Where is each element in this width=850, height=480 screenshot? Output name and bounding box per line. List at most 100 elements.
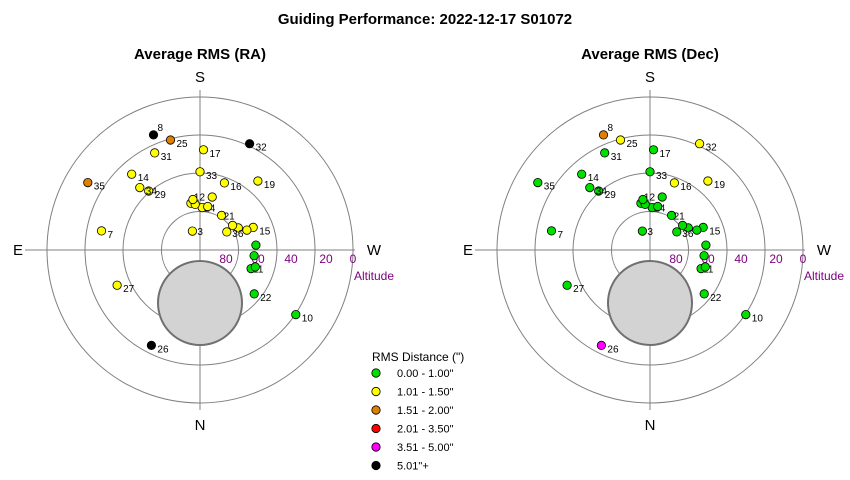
point-label: 19 [264,180,276,191]
data-point [672,227,682,237]
direction-label-e: E [463,242,473,259]
point-label: 3 [197,227,203,238]
point-label: 15 [709,226,721,237]
point-label: 7 [108,230,114,241]
legend: RMS Distance (") 0.00 - 1.00" 1.01 - 1.50… [371,350,464,473]
data-point [677,220,688,230]
data-point [198,145,209,155]
polar-plot-ra: Average RMS (RA) SNE W80 60 40 20 0Altitude37… [13,46,394,434]
data-point [741,309,751,320]
point-label: 35 [94,182,106,193]
data-point [222,227,232,237]
direction-label-s: S [645,69,655,86]
point-label: 36 [232,229,244,240]
point-label: 22 [710,293,722,304]
data-point [217,210,227,220]
point-label: 32 [256,143,268,154]
point-label: 14 [138,173,150,184]
altitude-tick-label: 80 [219,252,233,266]
legend-item-label: 5.01"+ [397,461,429,473]
data-point [165,135,176,145]
data-point [251,240,261,250]
point-label: 12 [644,192,656,203]
point-label: 14 [588,173,600,184]
obstruction-disk [607,260,693,346]
data-point [669,178,680,188]
direction-label-w: W [367,242,382,259]
point-label: 8 [608,123,614,134]
data-point [703,176,713,186]
legend-item-label: 3.51 - 5.00" [397,442,454,454]
data-point [653,201,663,212]
data-point [600,148,610,158]
direction-label-n: N [645,417,656,434]
data-point [127,169,137,179]
data-point [195,167,205,177]
point-label: 25 [177,139,189,150]
data-point [615,135,626,145]
altitude-tick-label: 40 [734,252,748,266]
main-title: Guiding Performance: 2022-12-17 S01072 [278,11,572,28]
point-label: 10 [302,314,314,325]
legend-item-label: 0.00 - 1.00" [397,368,454,380]
data-point [188,194,198,205]
point-label: 21 [224,211,236,222]
data-point [546,226,557,236]
data-point [249,251,259,261]
point-label: 31 [161,152,173,163]
point-label: 25 [627,139,639,150]
altitude-tick-label: 20 [319,252,333,266]
point-label: 10 [752,314,764,325]
direction-label-e: E [13,242,23,259]
data-point [144,186,154,196]
data-point [657,192,667,202]
point-label: 32 [706,143,718,154]
data-point [637,226,648,236]
point-label: 17 [210,149,222,160]
data-point [249,289,259,299]
plot-title-dec: Average RMS (Dec) [581,46,719,63]
legend-title: RMS Distance (") [372,350,464,364]
legend-swatch [371,423,381,434]
data-point [96,226,107,236]
altitude-tick-label: 20 [769,252,783,266]
point-label: 27 [123,284,135,295]
data-point [700,262,710,272]
data-point [533,178,543,188]
point-label: 33 [206,171,218,182]
data-point [187,226,197,236]
legend-swatch [371,405,381,415]
data-point [150,148,160,158]
point-label: 34 [146,187,158,198]
data-point [242,225,252,235]
point-label: 16 [230,182,242,193]
data-point [701,240,711,250]
legend-swatch [371,460,381,471]
data-point [253,176,263,186]
point-label: 29 [155,190,167,201]
altitude-tick-label: 0 [350,252,357,266]
point-label: 12 [194,192,206,203]
data-point [203,201,213,212]
data-point [598,130,609,140]
data-point [692,225,702,235]
point-label: 29 [605,190,617,201]
data-point [596,340,607,350]
point-label: 8 [158,123,164,134]
plot-title-ra: Average RMS (RA) [134,46,266,63]
altitude-axis-label: Altitude [354,269,394,283]
data-point [291,309,301,320]
data-point [594,186,604,196]
point-label: 17 [660,149,672,160]
point-label: 16 [680,182,692,193]
data-point [638,194,648,205]
point-label: 34 [596,187,608,198]
point-label: 33 [656,171,668,182]
altitude-axis-label: Altitude [804,269,844,283]
data-point [645,167,655,177]
data-point [148,130,159,140]
point-label: 21 [674,211,686,222]
data-point [112,280,122,290]
data-point [83,178,93,188]
